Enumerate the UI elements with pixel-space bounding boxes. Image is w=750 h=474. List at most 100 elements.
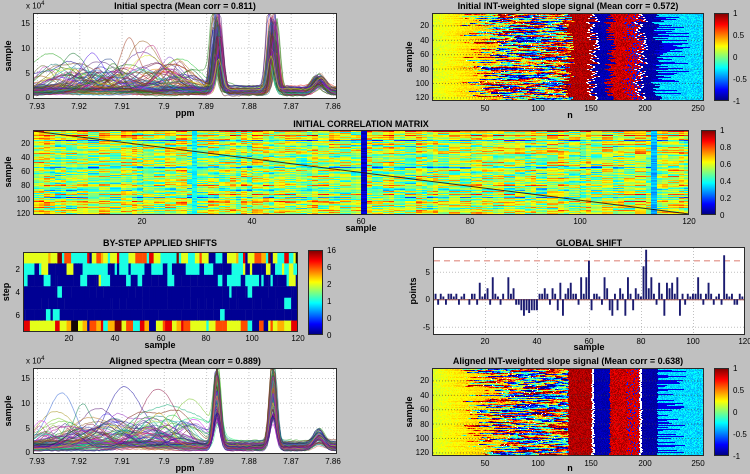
tick-label: 50 [480, 459, 490, 468]
tick-label: 7.92 [71, 457, 87, 466]
bystep-shifts-title: BY-STEP APPLIED SHIFTS [102, 238, 218, 248]
tick-label: -0.5 [733, 430, 747, 439]
initial-spectra-title: Initial spectra (Mean corr = 0.811) [114, 1, 256, 11]
tick-label: 80 [201, 334, 211, 343]
tick-label: -0.5 [733, 75, 747, 84]
correlation-matrix-title: INITIAL CORRELATION MATRIX [293, 119, 429, 129]
tick-label: 20 [480, 337, 490, 346]
tick-label: 60 [156, 334, 166, 343]
tick-label: 40 [110, 334, 120, 343]
tick-label: 4 [15, 288, 20, 297]
tick-label: 0 [733, 408, 738, 417]
tick-label: 40 [247, 217, 257, 226]
tick-label: 120 [415, 448, 429, 457]
tick-label: 0.2 [720, 194, 732, 203]
tick-label: 40 [532, 337, 542, 346]
tick-label: 16 [327, 246, 336, 255]
tick-label: 100 [16, 195, 30, 204]
tick-label: 250 [691, 104, 705, 113]
tick-label: 0.6 [720, 160, 732, 169]
tick-label: 7.88 [241, 457, 257, 466]
global-shift-title: GLOBAL SHIFT [555, 238, 623, 248]
initial-slope-title: Initial INT-weighted slope signal (Mean … [457, 1, 679, 11]
tick-label: 20 [137, 217, 147, 226]
tick-label: -1 [733, 452, 741, 461]
bystep-shifts-xlabel: sample [144, 340, 176, 350]
initial-slope-xlabel: n [567, 110, 573, 120]
tick-label: -5 [422, 323, 430, 332]
tick-label: 7.91 [114, 102, 130, 111]
tick-label: 0 [720, 211, 725, 220]
tick-label: 7.86 [325, 102, 341, 111]
global-shift-xlabel: sample [573, 342, 605, 352]
tick-label: 0.8 [720, 143, 732, 152]
global-shift-bar-plot [433, 247, 745, 335]
initial-slope-heatmap [432, 13, 704, 101]
tick-label: 7.93 [29, 457, 45, 466]
tick-label: 10 [21, 44, 30, 53]
tick-label: 0 [425, 295, 430, 304]
tick-label: 7.87 [283, 457, 299, 466]
aligned-spectra-title: Aligned spectra (Mean corr = 0.889) [109, 356, 261, 366]
tick-label: 6 [15, 311, 20, 320]
bystep-shifts-colorbar [308, 250, 323, 335]
tick-label: 20 [420, 21, 429, 30]
tick-label: 15 [21, 374, 30, 383]
tick-label: 6 [327, 263, 332, 272]
tick-label: -1 [733, 97, 741, 106]
tick-label: 120 [738, 337, 750, 346]
tick-label: 50 [480, 104, 490, 113]
tick-label: 60 [584, 337, 594, 346]
tick-label: 7.87 [283, 102, 299, 111]
tick-label: 0 [327, 331, 332, 340]
tick-label: 80 [420, 65, 429, 74]
tick-label: 120 [16, 209, 30, 218]
tick-label: 40 [420, 36, 429, 45]
initial-spectra-xlabel: ppm [175, 108, 195, 118]
tick-label: 100 [415, 434, 429, 443]
tick-label: 1 [327, 297, 332, 306]
correlation-matrix-heatmap [33, 130, 689, 215]
tick-label: 1 [733, 364, 738, 373]
tick-label: 100 [686, 337, 700, 346]
tick-label: 120 [291, 334, 305, 343]
initial-slope-colorbar [714, 13, 729, 101]
tick-label: 100 [573, 217, 587, 226]
tick-label: 0 [327, 314, 332, 323]
tick-label: 0 [25, 93, 30, 102]
tick-label: 80 [465, 217, 475, 226]
tick-label: 80 [420, 420, 429, 429]
tick-label: 7.92 [71, 102, 87, 111]
tick-label: 0.5 [733, 386, 745, 395]
tick-label: 20 [420, 376, 429, 385]
correlation-matrix-xlabel: sample [345, 223, 377, 233]
initial-spectra-plot [33, 13, 337, 99]
aligned-slope-xlabel: n [567, 463, 573, 473]
tick-label: 250 [691, 459, 705, 468]
tick-label: 60 [420, 405, 429, 414]
bystep-shifts-heatmap [23, 252, 298, 332]
tick-label: 0.4 [720, 177, 732, 186]
tick-label: 150 [584, 104, 598, 113]
tick-label: 100 [415, 79, 429, 88]
tick-label: 7.88 [241, 102, 257, 111]
tick-label: 5 [25, 69, 30, 78]
y-axis-exponent-aligned: x 104 [26, 356, 45, 366]
tick-label: 120 [682, 217, 696, 226]
tick-label: 7.86 [325, 457, 341, 466]
tick-label: 7.89 [198, 102, 214, 111]
tick-label: 80 [21, 181, 30, 190]
tick-label: 200 [638, 459, 652, 468]
aligned-slope-heatmap [432, 368, 704, 456]
tick-label: 7.9 [158, 457, 170, 466]
tick-label: 15 [21, 19, 30, 28]
tick-label: 7.91 [114, 457, 130, 466]
tick-label: 5 [425, 268, 430, 277]
y-axis-exponent: x 104 [26, 1, 45, 11]
tick-label: 60 [21, 167, 30, 176]
tick-label: 0 [733, 53, 738, 62]
tick-label: 10 [21, 399, 30, 408]
tick-label: 0.5 [733, 31, 745, 40]
aligned-slope-title: Aligned INT-weighted slope signal (Mean … [452, 356, 684, 366]
